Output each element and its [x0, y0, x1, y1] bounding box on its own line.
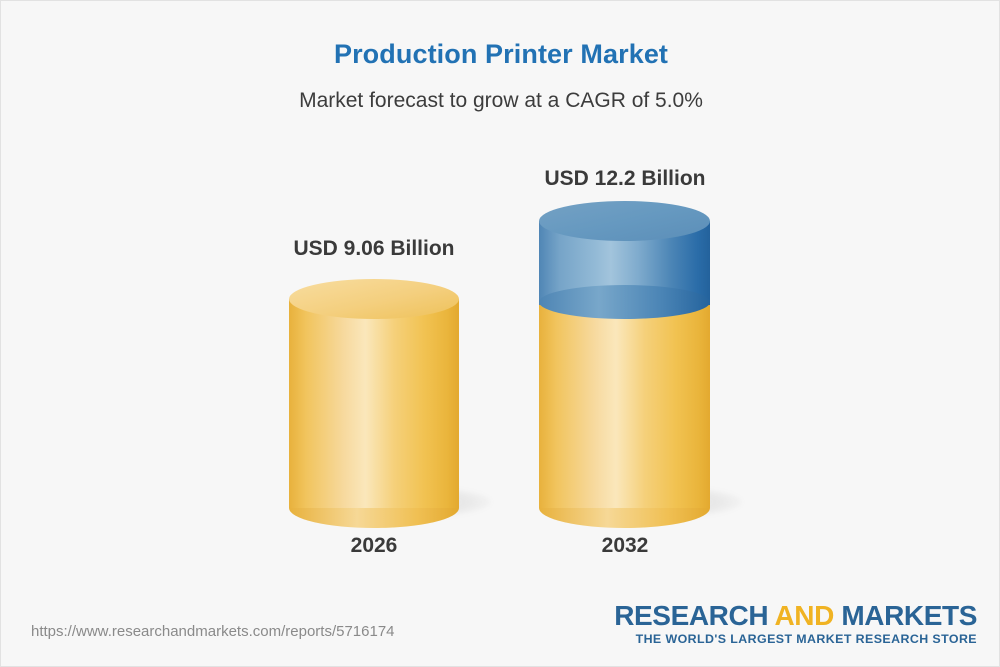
- category-label-2032: 2032: [601, 534, 649, 557]
- report-url[interactable]: https://www.researchandmarkets.com/repor…: [31, 623, 395, 640]
- chart-subtitle: Market forecast to grow at a CAGR of 5.0…: [299, 89, 703, 112]
- plot-area: USD 9.06 Billion 2026 USD 12.2 Billion: [1, 1, 999, 601]
- page-title: Production Printer Market: [333, 39, 669, 69]
- logo-tagline: THE WORLD'S LARGEST MARKET RESEARCH STOR…: [635, 632, 977, 647]
- category-label-2026: 2026: [350, 534, 398, 557]
- logo-wordmark: RESEARCH AND MARKETS: [614, 601, 977, 630]
- data-label-2026: USD 9.06 Billion: [293, 237, 455, 260]
- cylinder-seam-2032: [539, 285, 710, 319]
- cylinder-top-2026: [289, 279, 459, 319]
- cylinder-body-2026: [289, 299, 459, 508]
- cylinder-body-lower-2032: [539, 301, 710, 508]
- logo-word-and: AND: [774, 600, 834, 631]
- logo-word-research: RESEARCH: [614, 600, 769, 631]
- research-and-markets-logo[interactable]: RESEARCH AND MARKETS THE WORLD'S LARGEST…: [614, 601, 977, 647]
- data-label-2032: USD 12.2 Billion: [544, 167, 706, 190]
- logo-word-markets: MARKETS: [841, 600, 977, 631]
- cylinder-top-2032: [539, 201, 710, 241]
